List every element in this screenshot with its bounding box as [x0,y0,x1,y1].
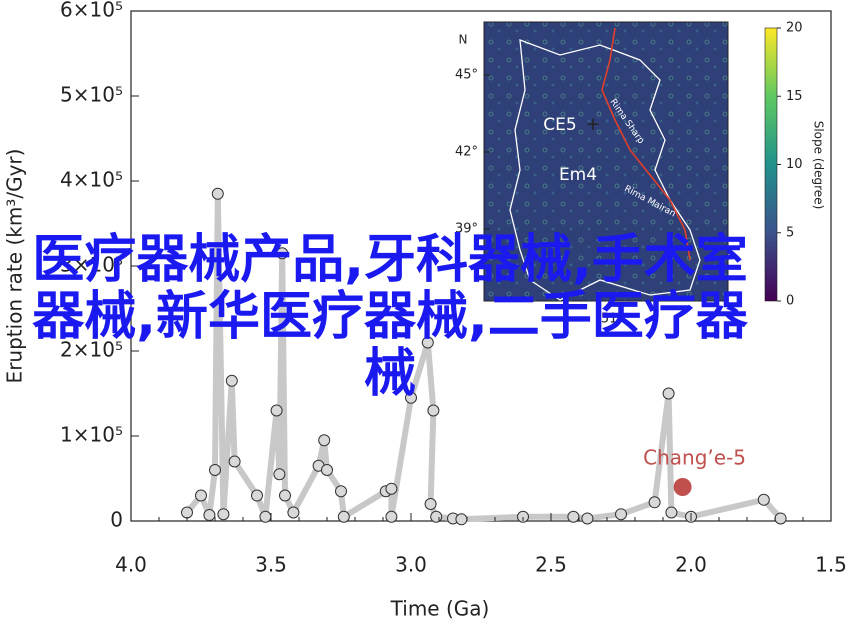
data-point [427,404,440,417]
data-point [455,513,468,526]
data-point [774,512,787,525]
data-point [581,512,594,525]
rille-line [601,27,691,261]
x-tick-label: 3.0 [395,553,427,577]
y-tick-label: 1×10⁵ [60,423,123,447]
data-point [211,187,224,200]
data-point [228,455,241,468]
data-point [203,509,216,522]
data-point [195,489,207,502]
data-point [385,482,398,495]
north-label: N [459,33,468,47]
x-tick-label: 2.0 [675,553,707,577]
highlight-point [673,478,692,496]
data-point [421,336,434,349]
colorbar-label: Slope (degree) [812,121,826,210]
colorbar-tick-label: 20 [786,21,803,36]
colorbar-tick-label: 10 [786,157,803,172]
data-point [259,510,272,523]
x-axis-label: Time (Ga) [390,597,490,621]
lat-tick-label: 39° [455,222,478,237]
data-point [209,464,221,476]
data-point [337,510,350,523]
cross: + [585,114,600,135]
y-tick-label: 2×10⁵ [60,338,123,362]
data-point [321,464,333,476]
y-tick-label: 5×10⁵ [60,83,123,107]
x-tick-label: 1.5 [815,553,847,577]
data-point [318,434,331,447]
data-point [567,510,580,523]
y-axis-label: Eruption rate (km³/Gyr) [3,149,27,384]
data-point [287,506,300,519]
data-point [615,508,627,521]
data-point [424,498,437,510]
data-point [648,496,661,509]
data-point [662,387,675,400]
data-point [270,404,283,417]
overlay-text: 医疗器械产品,牙科器械,手术室器械,新华医疗器械,二手医疗器械 [32,230,748,404]
data-point [276,247,289,260]
lon-tick-label: -51° [596,312,624,327]
data-point [757,493,770,506]
data-point [385,510,398,523]
data-point [217,508,230,521]
data-point [279,489,291,502]
x-tick-label: 3.5 [255,553,287,577]
colorbar-tick-label: 5 [786,225,794,240]
data-point [225,374,238,387]
unit-label: Em4 [559,165,597,185]
highlight-label: Chang’e-5 [643,446,746,470]
x-tick-label: 4.0 [115,553,147,577]
data-line [184,190,783,523]
y-tick-label: 0 [110,508,123,532]
lat-tick-label: 42° [455,145,478,160]
data-point [430,510,443,523]
colorbar-tick-label: 0 [786,294,794,309]
y-tick-label: 6×10⁵ [60,0,123,22]
unit-boundary [509,39,701,301]
map-image [483,21,729,302]
data-point [517,510,529,523]
data-point [251,489,263,502]
site-label: CE5 [543,115,576,135]
data-point [665,506,678,519]
y-tick-label: 3×10⁵ [60,253,123,277]
data-point [181,506,193,519]
x-tick-label: 2.5 [535,553,567,577]
data-point [405,391,417,404]
lat-tick-label: 45° [455,68,478,83]
colorbar-tick-label: 15 [786,89,803,104]
y-tick-label: 4×10⁵ [60,168,123,192]
data-point [273,468,286,481]
data-point [335,485,347,498]
